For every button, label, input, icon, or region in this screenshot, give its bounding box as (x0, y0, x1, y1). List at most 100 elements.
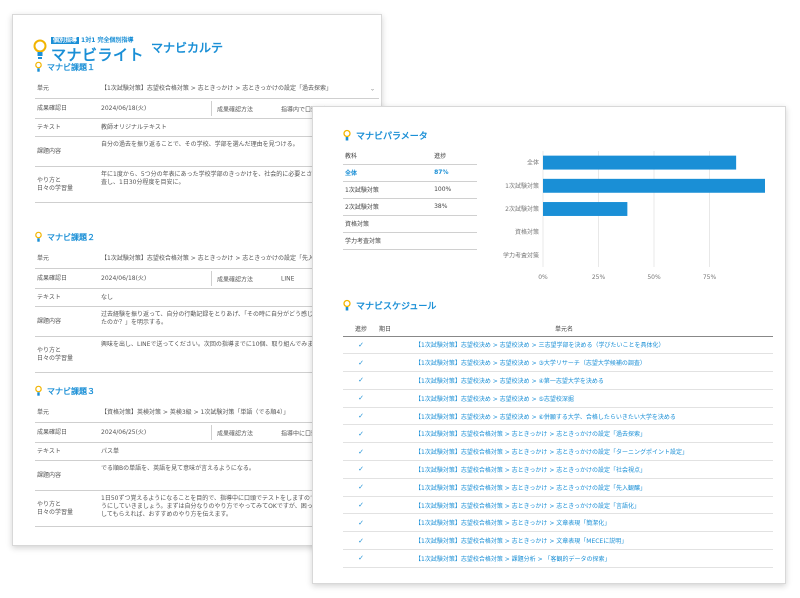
chevron-down-icon[interactable]: ⌄ (369, 85, 375, 92)
y-category-label: 2次試験対策 (505, 205, 539, 213)
parameter-card: マナビパラメータ 教科 進捗 全体 87% 1次試験対策 100% 2次試験対策 38% 資… (312, 106, 786, 584)
schedule-table-header: 進捗 期日 単元名 (343, 321, 773, 337)
deadline-cell (379, 424, 415, 444)
section-title: マナビ課題１ (47, 62, 95, 72)
karte-row: やり方と 日々の学習量 年に1度から、5つ分の年表にあった学校学部のきっかけを、社会… (35, 167, 379, 203)
deadline-cell (379, 407, 415, 426)
text-value: 教師オリジナルテキスト (101, 123, 167, 131)
section-heading: マナビ課題１ (35, 61, 95, 73)
howto-label-line1: やり方と (37, 500, 62, 508)
unit-link[interactable]: 【1次試験対策】志望校決め > 志望校決め > 三志望学部を決める（学びたいこと… (415, 336, 773, 355)
check-icon: ✓ (343, 389, 379, 408)
divider (211, 271, 212, 286)
progress-row: 2次試験対策 38% (343, 198, 477, 216)
check-icon: ✓ (343, 371, 379, 390)
section-heading: マナビ課題２ (35, 231, 95, 243)
divider (211, 101, 212, 116)
schedule-row: ✓ 【1次試験対策】志望校合格対策 > 志ときっかけ > 志ときっかけの設定「言語… (343, 496, 773, 515)
unit-link[interactable]: 【1次試験対策】志望校合格対策 > 課題分析 > 「客観的データの探索」 (415, 549, 773, 568)
karte-row: 課題内容 过去経験を振り返って、自分の行動記録をとりあげ、「その時に自分がどう感じ… (35, 307, 379, 337)
manabilight-logo: 個別指導 1対1 完全個別指導 マナビライト (33, 35, 144, 65)
unit-link[interactable]: 【1次試験対策】志望校決め > 志望校決め > ③大学リサーチ（志望大学候補の調… (415, 353, 773, 373)
text-label: テキスト (37, 123, 61, 131)
deadline-cell (379, 371, 415, 390)
schedule-row: ✓ 【1次試験対策】志望校合格対策 > 志ときっかけ > 志ときっかけの設定「先入… (343, 478, 773, 497)
content-value: 自分の過去を振り返ることで、その学校、学部を選んだ理由を見つける。 (101, 141, 299, 148)
check-icon: ✓ (343, 442, 379, 462)
subject-name: 学力考査対策 (343, 232, 433, 250)
unit-link[interactable]: 【1次試験対策】志望校合格対策 > 志ときっかけ > 志ときっかけの設定「過去探… (415, 424, 773, 444)
x-tick-label: 25% (592, 274, 606, 281)
date-label: 成果確認日 (37, 428, 68, 436)
howto-label-line2: 日々の学習量 (37, 354, 74, 362)
section-title: マナビ課題３ (47, 386, 95, 396)
tagline-badge: 個別指導 (51, 37, 80, 44)
parameter-title: マナビパラメータ (356, 132, 428, 142)
progress-value (432, 232, 477, 250)
col-progress: 進捗 (432, 147, 477, 165)
bar (543, 178, 765, 193)
section-title: マナビ課題２ (47, 232, 95, 242)
unit-value: 【1次試験対策】志望校合格対策 > 志ときっかけ > 志ときっかけの設定「先入観… (101, 254, 333, 262)
y-category-label: 学力考査対策 (503, 251, 539, 259)
schedule-row: ✓ 【1次試験対策】志望校決め > 志望校決め > ⑤志望校深掘 (343, 389, 773, 408)
deadline-cell (379, 549, 415, 568)
karte-row: 課題内容 自分の過去を振り返ることで、その学校、学部を選んだ理由を見つける。 (35, 137, 379, 167)
date-value: 2024/06/18(火) (101, 274, 147, 282)
method-label: 成果確認方法 (217, 106, 254, 113)
unit-value: 【1次試験対策】志望校合格対策 > 志ときっかけ > 志ときっかけの設定「過去探… (101, 84, 333, 92)
deadline-cell (379, 336, 415, 355)
lightbulb-icon (35, 61, 42, 72)
deadline-cell (379, 496, 415, 515)
lightbulb-icon (343, 299, 351, 311)
lightbulb-icon (33, 39, 47, 59)
karte-row: テキスト なし (35, 289, 379, 307)
y-category-label: 資格対策 (515, 228, 539, 236)
progress-table-header: 教科 進捗 (343, 147, 477, 165)
section-heading: マナビ課題３ (35, 385, 95, 397)
text-value: なし (101, 293, 114, 301)
progress-row: 1次試験対策 100% (343, 181, 477, 199)
x-tick-label: 75% (703, 274, 717, 281)
progress-value: 87% (432, 164, 477, 182)
bar (543, 202, 628, 216)
unit-link[interactable]: 【1次試験対策】志望校合格対策 > 志ときっかけ > 志ときっかけの設定「社会視… (415, 460, 773, 479)
col-subject: 教科 (343, 147, 433, 165)
y-category-label: 1次試験対策 (505, 182, 539, 190)
progress-row: 資格対策 (343, 215, 477, 233)
karte-row: やり方と 日々の学習量 興味を出し、LINEで送ってください。次回の指導までに10個… (35, 337, 379, 373)
content-label: 課題内容 (37, 147, 62, 155)
unit-value: 【資格対策】英検対策 > 英検3級 > 1次試験対策「単語（でる順4）」 (101, 408, 290, 416)
date-label: 成果確認日 (37, 274, 68, 282)
unit-link[interactable]: 【1次試験対策】志望校合格対策 > 志ときっかけ > 文章表現「MECEに説明」 (415, 531, 773, 551)
unit-link[interactable]: 【1次試験対策】志望校決め > 志望校決め > ⑤志望校深掘 (415, 389, 773, 408)
unit-link[interactable]: 【1次試験対策】志望校決め > 志望校決め > ⑥併願する大学、合格したらいきた… (415, 407, 773, 426)
unit-label: 単元 (37, 254, 50, 262)
unit-link[interactable]: 【1次試験対策】志望校合格対策 > 志ときっかけ > 文章表現「簡潔化」 (415, 513, 773, 533)
brand-name: マナビライト (51, 46, 145, 64)
schedule-row: ✓ 【1次試験対策】志望校決め > 志望校決め > 三志望学部を決める（学びたいこ… (343, 336, 773, 355)
col-unit-name: 単元名 (415, 321, 773, 337)
method-value: 指導内で口頭確認 (281, 106, 330, 113)
schedule-row: ✓ 【1次試験対策】志望校合格対策 > 課題分析 > 「客観的データの探索」 (343, 549, 773, 568)
howto-value: 興味を出し、LINEで送ってください。次回の指導までに10個、取り組んでみましょ… (101, 341, 337, 348)
howto-label-line2: 日々の学習量 (37, 508, 74, 516)
karte-row: テキスト パス単 (35, 443, 379, 461)
content-label: 課題内容 (37, 471, 62, 479)
unit-link[interactable]: 【1次試験対策】志望校合格対策 > 志ときっかけ > 志ときっかけの設定「先入観… (415, 478, 773, 497)
progress-row: 学力考査対策 (343, 232, 477, 250)
unit-link[interactable]: 【1次試験対策】志望校合格対策 > 志ときっかけ > 志ときっかけの設定「ターニ… (415, 442, 773, 462)
deadline-cell (379, 531, 415, 551)
schedule-heading: マナビスケジュール (343, 299, 436, 312)
unit-link[interactable]: 【1次試験対策】志望校合格対策 > 志ときっかけ > 志ときっかけの設定「言語化… (415, 496, 773, 515)
progress-value: 100% (432, 181, 477, 199)
bar (543, 155, 737, 170)
subject-name: 資格対策 (343, 215, 433, 233)
howto-value: 年に1度から、5つ分の年表にあった学校学部のきっかけを、社会的に必要とされている… (101, 171, 379, 186)
howto-label-line1: やり方と (37, 346, 62, 354)
unit-link[interactable]: 【1次試験対策】志望校決め > 志望校決め > ④第一志望大学を決める (415, 371, 773, 390)
schedule-row: ✓ 【1次試験対策】志望校決め > 志望校決め > ③大学リサーチ（志望大学候補の… (343, 353, 773, 373)
check-icon: ✓ (343, 460, 379, 479)
schedule-row: ✓ 【1次試験対策】志望校合格対策 > 志ときっかけ > 文章表現「MECEに説明… (343, 531, 773, 551)
